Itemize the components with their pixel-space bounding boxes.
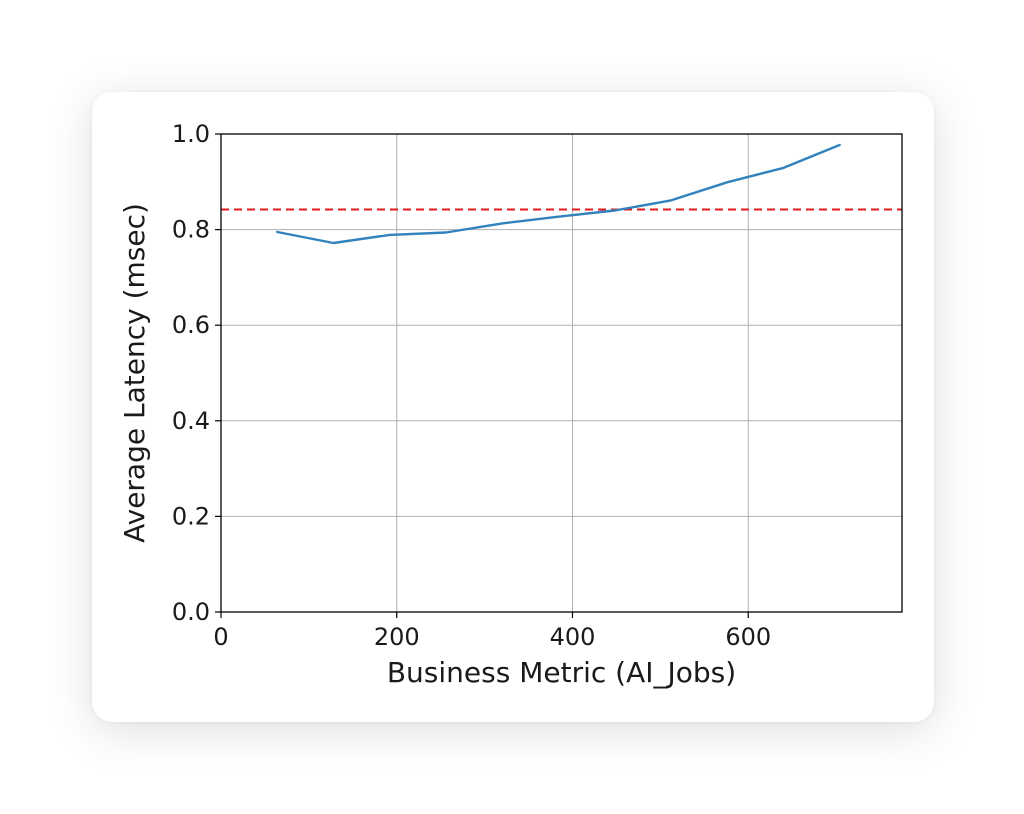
x-axis-ticks: 0 200 400 600 (213, 612, 771, 651)
x-tick-label: 600 (725, 623, 771, 651)
y-axis-label: Average Latency (msec) (118, 203, 151, 543)
grid (220, 133, 902, 613)
series-group (275, 143, 841, 245)
y-tick-label: 1.0 (172, 120, 210, 148)
chart-card: 0 200 400 600 0.0 0.2 0.4 0.6 0.8 1.0 Business M… (92, 92, 934, 722)
y-tick-label: 0.4 (172, 407, 210, 435)
series-line (275, 143, 841, 245)
y-tick-label: 0.6 (172, 311, 210, 339)
x-tick-label: 200 (374, 623, 420, 651)
x-tick-label: 0 (213, 623, 228, 651)
y-tick-label: 0.8 (172, 216, 210, 244)
y-axis-ticks: 0.0 0.2 0.4 0.6 0.8 1.0 (172, 120, 221, 626)
y-tick-label: 0.0 (172, 598, 210, 626)
y-tick-label: 0.2 (172, 502, 210, 530)
x-axis-label: Business Metric (AI_Jobs) (387, 656, 736, 689)
x-tick-label: 400 (550, 623, 596, 651)
line-chart: 0 200 400 600 0.0 0.2 0.4 0.6 0.8 1.0 Business M… (118, 120, 903, 689)
plot-frame (220, 133, 903, 613)
